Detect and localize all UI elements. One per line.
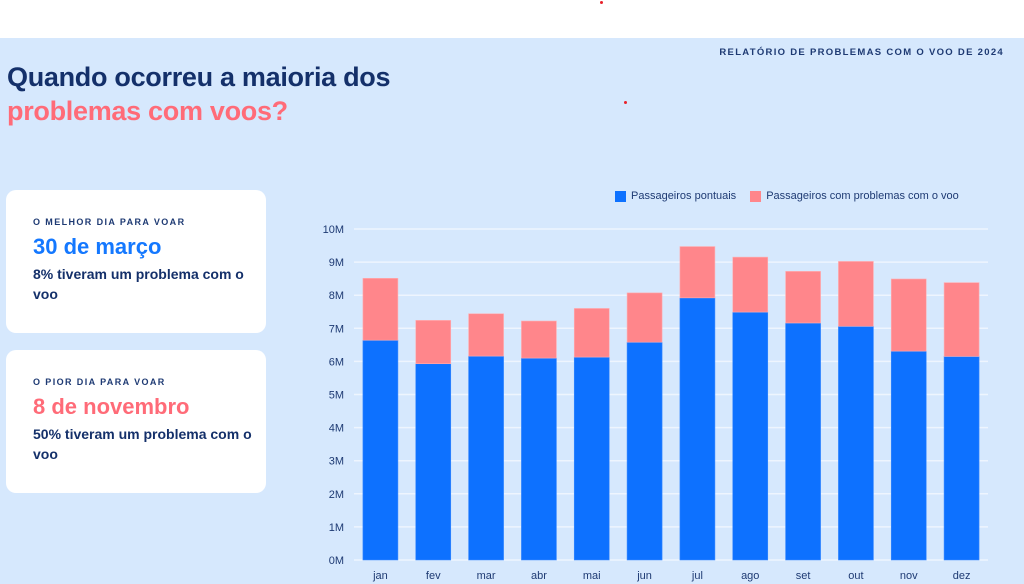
bar-problems-nov[interactable] — [890, 278, 927, 352]
x-tick-label: ago — [741, 570, 759, 582]
x-tick-label: out — [848, 570, 863, 582]
top-strip — [0, 0, 1024, 38]
bar-on-time-abr[interactable] — [521, 357, 557, 561]
y-tick-label: 7M — [329, 323, 344, 335]
y-tick-label: 1M — [329, 522, 344, 534]
x-tick-label: mai — [583, 570, 601, 582]
legend-item-problems: Passageiros com problemas com o voo — [750, 190, 959, 202]
best-day-kicker: O MELHOR DIA PARA VOAR — [33, 217, 186, 227]
best-day-date: 30 de março — [33, 234, 162, 259]
bar-problems-out[interactable] — [838, 261, 874, 327]
x-tick-label: jul — [691, 570, 703, 582]
x-tick-label: dez — [953, 570, 971, 582]
bar-problems-dez[interactable] — [943, 282, 980, 357]
decorative-dot — [600, 1, 603, 4]
y-tick-label: 3M — [329, 456, 344, 468]
legend-label-on-time: Passageiros pontuais — [631, 190, 737, 202]
best-day-card: O MELHOR DIA PARA VOAR 30 de março 8% ti… — [6, 190, 266, 333]
x-tick-label: abr — [531, 570, 547, 582]
y-tick-label: 0M — [329, 555, 344, 567]
x-tick-label: mar — [477, 570, 496, 582]
worst-day-date: 8 de novembro — [33, 394, 190, 419]
legend-swatch-problems — [750, 190, 762, 202]
bar-on-time-set[interactable] — [785, 322, 821, 561]
legend-item-on-time: Passageiros pontuais — [615, 190, 736, 202]
chart-legend: Passageiros pontuais Passageiros com pro… — [615, 190, 973, 202]
bar-problems-jul[interactable] — [679, 246, 716, 299]
title-line-2: problemas com voos? — [7, 96, 288, 126]
x-tick-label: set — [796, 570, 811, 582]
y-tick-label: 6M — [329, 356, 344, 368]
y-tick-label: 2M — [329, 489, 344, 501]
y-tick-label: 5M — [329, 390, 344, 402]
bar-on-time-jul[interactable] — [679, 297, 716, 561]
bar-on-time-mar[interactable] — [468, 355, 504, 561]
bar-problems-mai[interactable] — [573, 308, 610, 358]
bar-problems-abr[interactable] — [521, 320, 557, 359]
bar-problems-jun[interactable] — [626, 292, 663, 343]
y-tick-label: 10M — [323, 224, 344, 236]
worst-day-description: 50% tiveram um problema com o voo — [33, 426, 252, 462]
worst-day-kicker: O PIOR DIA PARA VOAR — [33, 377, 166, 387]
y-tick-label: 8M — [329, 290, 344, 302]
bar-on-time-fev[interactable] — [415, 363, 452, 561]
worst-day-card: O PIOR DIA PARA VOAR 8 de novembro 50% t… — [6, 350, 266, 493]
x-tick-label: jan — [372, 570, 388, 582]
page-title: Quando ocorreu a maioria dos problemas c… — [7, 60, 390, 128]
bar-on-time-mai[interactable] — [573, 356, 610, 561]
y-tick-label: 4M — [329, 423, 344, 435]
x-tick-label: fev — [426, 570, 441, 582]
bar-on-time-ago[interactable] — [732, 311, 769, 561]
bar-on-time-jun[interactable] — [626, 341, 663, 561]
bar-problems-mar[interactable] — [468, 313, 504, 357]
best-day-description: 8% tiveram um problema com o voo — [33, 266, 244, 302]
bar-on-time-jan[interactable] — [362, 339, 399, 561]
title-line-1: Quando ocorreu a maioria dos — [7, 62, 391, 92]
bar-problems-ago[interactable] — [732, 256, 769, 313]
report-label: RELATÓRIO DE PROBLEMAS COM O VOO DE 2024 — [719, 47, 1004, 58]
x-tick-label: nov — [900, 570, 918, 582]
decorative-dot — [624, 101, 627, 104]
x-tick-label: jun — [636, 570, 652, 582]
legend-swatch-on-time — [615, 190, 626, 202]
bar-on-time-dez[interactable] — [943, 356, 980, 561]
bar-problems-set[interactable] — [785, 271, 821, 324]
bar-on-time-nov[interactable] — [890, 350, 927, 561]
bar-on-time-out[interactable] — [838, 326, 874, 561]
bar-problems-jan[interactable] — [362, 278, 399, 341]
bar-problems-fev[interactable] — [415, 320, 452, 365]
y-tick-label: 9M — [329, 257, 344, 269]
legend-label-problems: Passageiros com problemas com o voo — [766, 190, 959, 202]
